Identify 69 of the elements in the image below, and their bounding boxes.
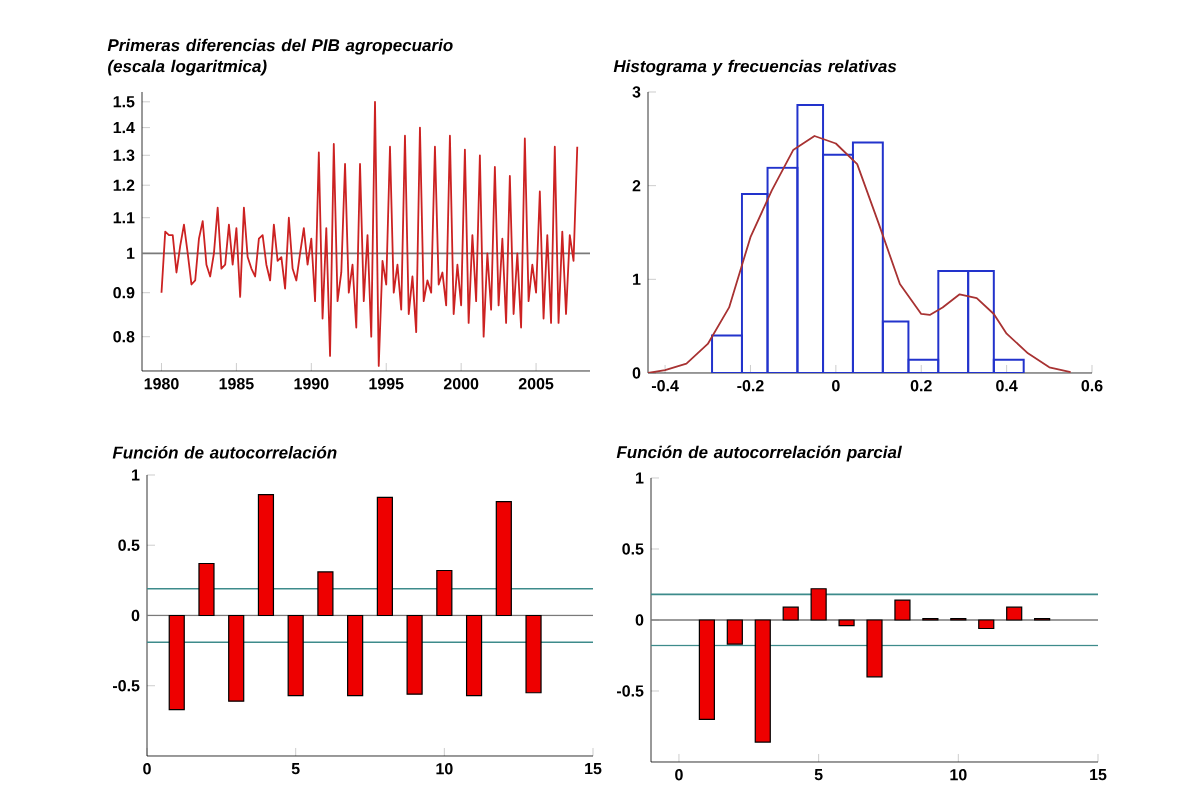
x-tick-label: 0 <box>675 769 683 781</box>
bar <box>317 571 334 617</box>
bar <box>228 614 245 702</box>
bar <box>287 614 304 697</box>
y-tick-label: 3 <box>632 86 641 98</box>
chart-title: Función de autocorrelación <box>112 445 337 459</box>
x-tick-label: 0.2 <box>910 380 932 392</box>
x-tick-label: -0.2 <box>737 380 764 392</box>
x-tick-label: 0 <box>143 763 151 775</box>
x-tick-label: 10 <box>436 763 453 775</box>
chart-title: Función de autocorrelación parcial <box>616 445 902 462</box>
y-tick-label: 0 <box>131 609 140 622</box>
bar <box>376 496 393 617</box>
bar <box>894 599 911 621</box>
y-tick-label: 1 <box>127 247 135 259</box>
bar <box>810 588 827 621</box>
bar <box>838 619 855 627</box>
y-tick-label: 0 <box>635 614 644 626</box>
y-tick-label: -0.5 <box>113 680 140 692</box>
y-tick-label: 2 <box>632 180 641 192</box>
line-series <box>648 135 1072 373</box>
y-tick-label: 0.9 <box>113 287 135 299</box>
chart-title: Histograma y frecuencias relativas <box>613 59 897 76</box>
y-tick-label: 0 <box>632 367 641 379</box>
x-tick-label: -0.4 <box>651 380 679 392</box>
x-tick-label: 5 <box>291 763 300 775</box>
bar <box>198 562 215 617</box>
bar <box>525 614 542 694</box>
x-tick-label: 10 <box>950 769 967 781</box>
bar <box>168 614 185 711</box>
x-tick-label: 0 <box>832 380 840 392</box>
x-tick-label: 0.6 <box>1081 380 1103 392</box>
x-tick-label: 15 <box>585 763 602 775</box>
y-tick-label: 1.1 <box>113 212 135 224</box>
bar <box>257 494 275 617</box>
x-tick-label: 2005 <box>518 378 554 390</box>
bar <box>698 619 715 720</box>
y-tick-label: 1.3 <box>113 149 135 161</box>
x-tick-label: 1995 <box>369 378 404 390</box>
y-tick-label: 1 <box>633 273 641 285</box>
x-tick-label: 1985 <box>219 378 254 390</box>
y-tick-label: 1 <box>636 472 644 484</box>
bar <box>726 619 743 645</box>
x-tick-label: 5 <box>814 769 823 781</box>
bar <box>436 569 453 617</box>
bar <box>866 619 883 678</box>
bar <box>754 619 771 743</box>
y-tick-label: -0.5 <box>617 685 644 697</box>
bar <box>465 614 483 697</box>
bar <box>347 614 364 697</box>
y-tick-label: 1.2 <box>113 179 135 191</box>
y-tick-label: 0.5 <box>622 543 644 555</box>
y-tick-label: 0.5 <box>118 539 140 551</box>
y-tick-label: 1 <box>132 469 140 481</box>
x-tick-label: 0.4 <box>996 380 1018 392</box>
y-tick-label: 1.5 <box>113 96 135 108</box>
x-tick-label: 1980 <box>144 378 179 390</box>
bar <box>978 619 995 630</box>
line-series <box>160 100 579 367</box>
bar <box>782 606 799 621</box>
chart-title: Primeras diferencias del PIB agropecuario (escala logaritmica) <box>107 38 453 76</box>
bar <box>495 501 512 617</box>
y-tick-label: 0.8 <box>113 331 135 343</box>
bar <box>406 614 423 695</box>
y-tick-label: 1.4 <box>113 122 135 134</box>
x-tick-label: 15 <box>1090 769 1107 781</box>
x-tick-label: 1990 <box>294 378 329 390</box>
x-tick-label: 2000 <box>443 378 479 390</box>
bar <box>1006 606 1023 621</box>
